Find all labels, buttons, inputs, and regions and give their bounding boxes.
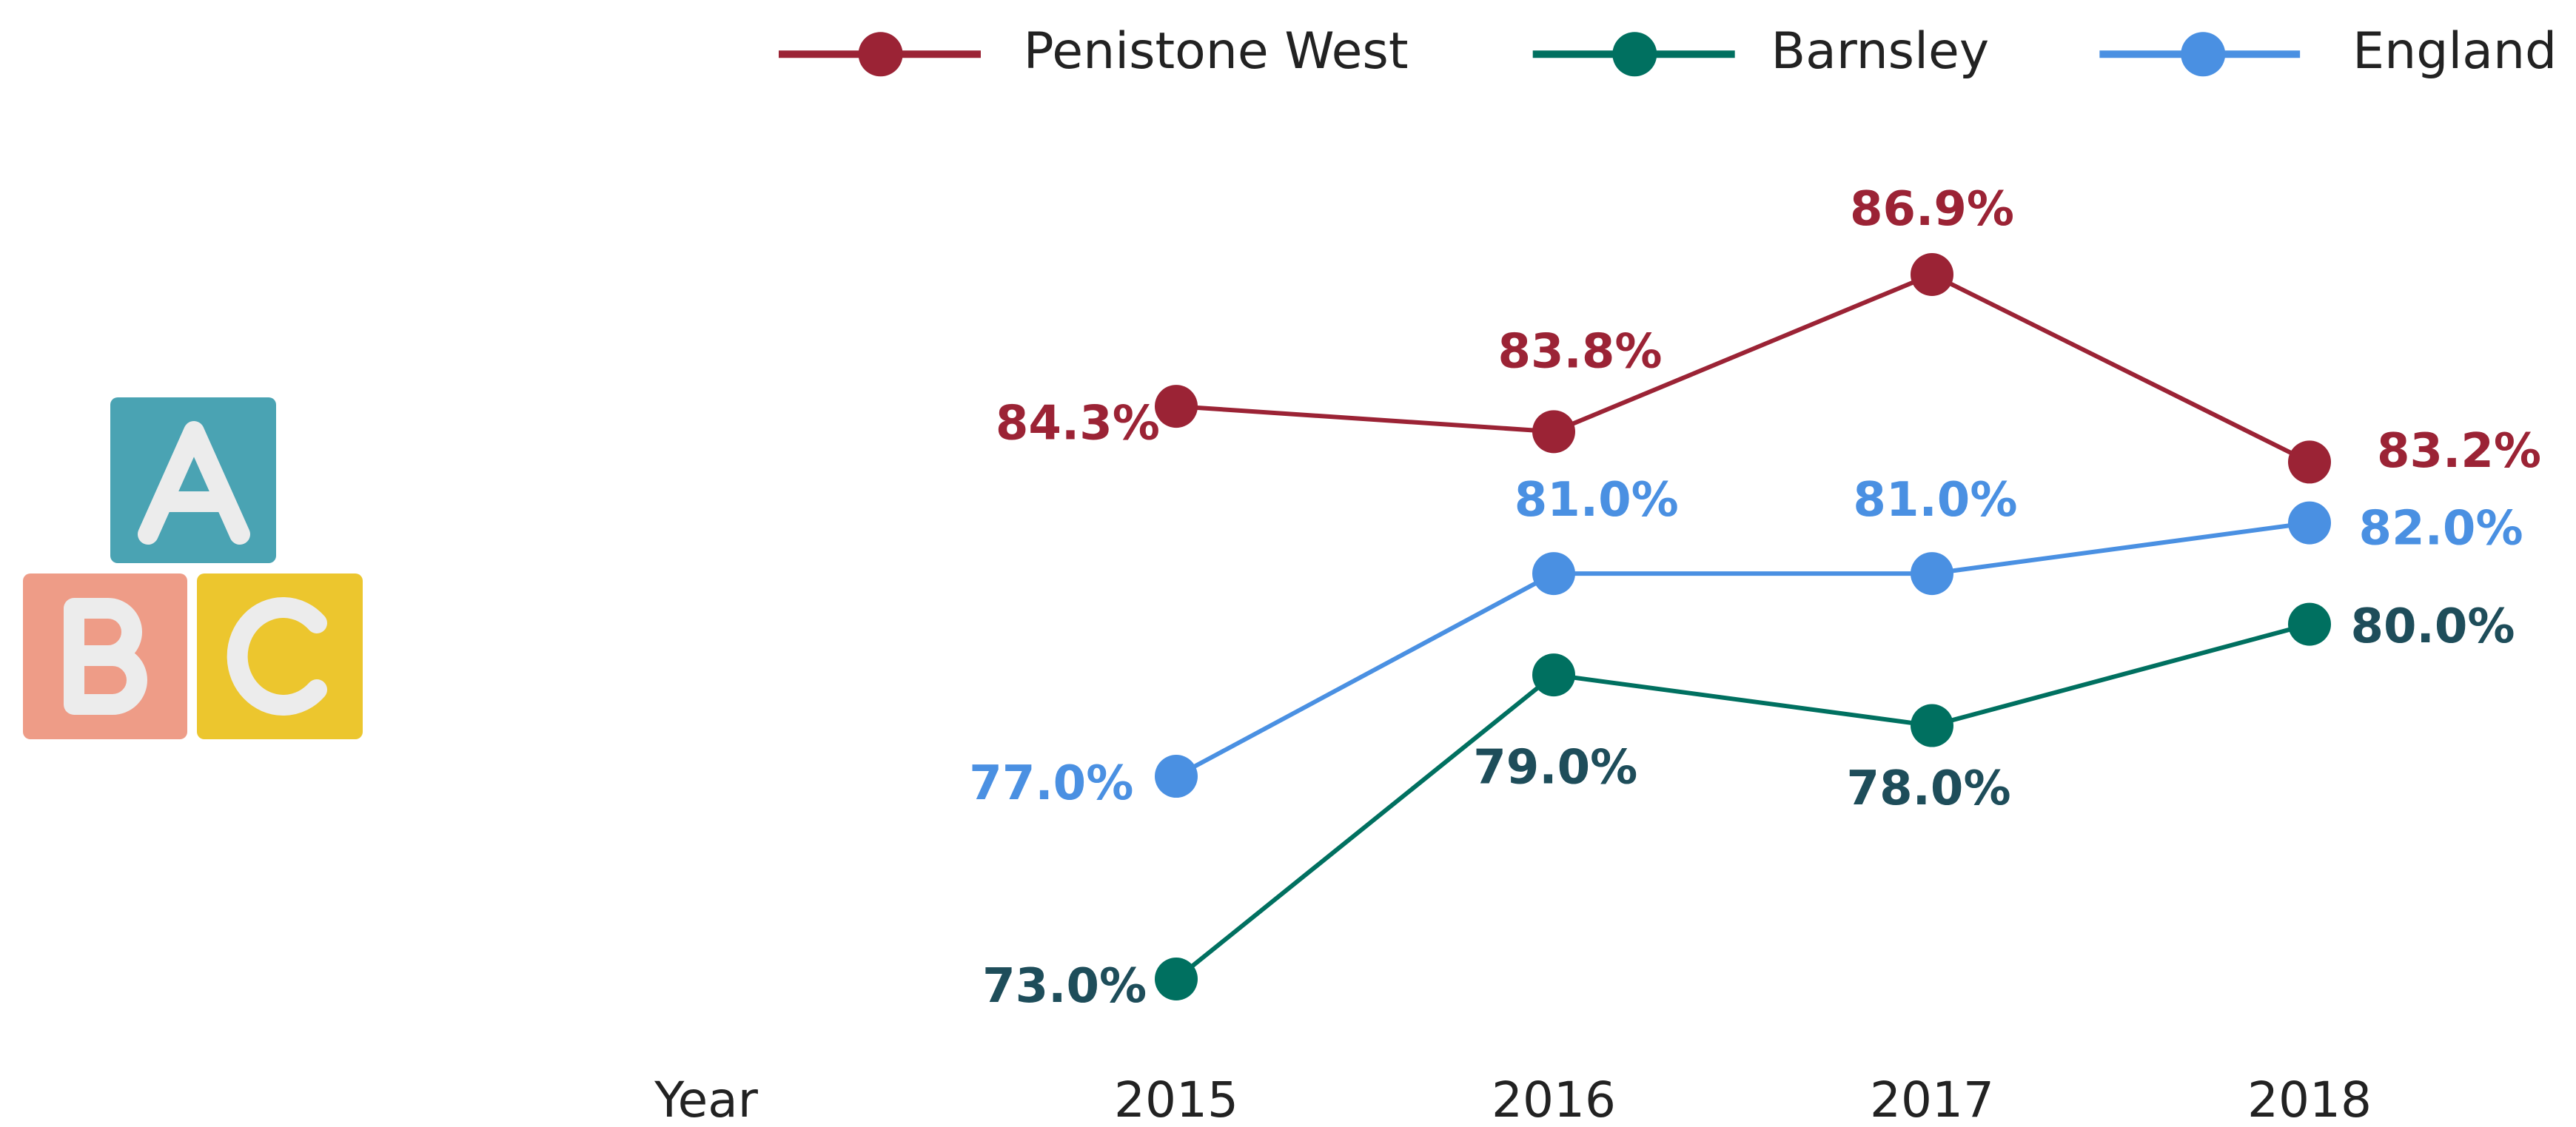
x-tick-label: 2015 xyxy=(1114,1072,1238,1127)
data-label: 81.0% xyxy=(1853,473,2017,528)
legend-text: Penistone West xyxy=(1024,22,1409,81)
data-label: 79.0% xyxy=(1473,740,1637,795)
data-point xyxy=(2288,440,2331,484)
data-point xyxy=(1532,552,1575,596)
data-point xyxy=(1155,385,1198,428)
letter-b xyxy=(64,598,147,715)
letter-c xyxy=(227,597,327,716)
data-point xyxy=(1532,410,1575,454)
data-point xyxy=(1911,253,1953,296)
data-label: 83.8% xyxy=(1497,325,1662,380)
legend-marker xyxy=(2181,32,2226,77)
series-line xyxy=(1175,272,2311,465)
x-tick-label: 2018 xyxy=(2247,1072,2372,1127)
data-label: 73.0% xyxy=(982,959,1147,1014)
legend-marker xyxy=(858,32,903,77)
abc-icon xyxy=(23,397,363,739)
legend-marker xyxy=(1612,32,1657,77)
data-point xyxy=(1911,704,1953,747)
data-point xyxy=(1532,653,1575,697)
legend-text: Barnsley xyxy=(1771,22,1990,81)
data-label: 78.0% xyxy=(1847,761,2011,816)
data-label: 84.3% xyxy=(996,396,1160,451)
data-point xyxy=(1155,755,1198,798)
data-point xyxy=(1911,552,1953,596)
data-label: 81.0% xyxy=(1515,473,1679,528)
series-line xyxy=(1175,622,2310,981)
data-point xyxy=(2288,501,2331,545)
series-line xyxy=(1175,520,2310,778)
data-point xyxy=(1155,958,1198,1000)
data-label: 77.0% xyxy=(969,756,1133,811)
x-tick-label: 2017 xyxy=(1870,1072,1994,1127)
legend-text: England xyxy=(2352,22,2557,81)
x-tick-label: 2016 xyxy=(1492,1072,1616,1127)
data-label: 86.9% xyxy=(1850,182,2014,237)
x-axis-label: Year xyxy=(654,1072,759,1127)
data-label: 83.2% xyxy=(2377,424,2541,479)
data-label: 80.0% xyxy=(2350,599,2515,654)
data-point xyxy=(2288,602,2331,646)
data-label: 82.0% xyxy=(2359,501,2523,556)
